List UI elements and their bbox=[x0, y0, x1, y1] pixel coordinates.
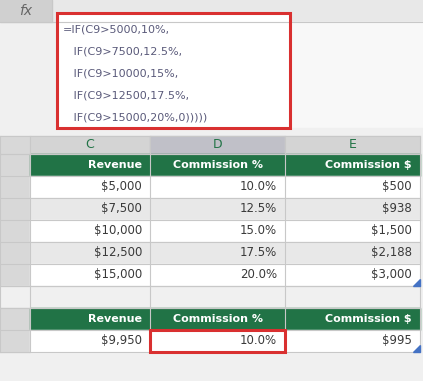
Bar bbox=[285, 136, 420, 154]
Polygon shape bbox=[413, 279, 420, 286]
Text: E: E bbox=[349, 139, 357, 152]
Text: Commission $: Commission $ bbox=[325, 160, 412, 170]
Bar bbox=[30, 154, 420, 176]
Text: $5,000: $5,000 bbox=[101, 181, 142, 194]
Text: $500: $500 bbox=[382, 181, 412, 194]
Text: $15,000: $15,000 bbox=[94, 269, 142, 282]
Bar bbox=[30, 242, 420, 264]
Bar bbox=[290, 22, 423, 136]
Bar bbox=[0, 176, 30, 198]
Bar bbox=[30, 176, 420, 198]
Text: Revenue: Revenue bbox=[88, 160, 142, 170]
Text: Commission $: Commission $ bbox=[325, 314, 412, 324]
Bar bbox=[57, 13, 290, 128]
Bar bbox=[0, 0, 52, 22]
Text: 15.0%: 15.0% bbox=[240, 224, 277, 237]
Bar bbox=[30, 330, 420, 352]
Text: 10.0%: 10.0% bbox=[240, 335, 277, 347]
Text: 10.0%: 10.0% bbox=[240, 181, 277, 194]
Text: C: C bbox=[85, 139, 94, 152]
Bar bbox=[0, 220, 30, 242]
Text: 17.5%: 17.5% bbox=[240, 247, 277, 259]
Text: $1,500: $1,500 bbox=[371, 224, 412, 237]
Text: =IF(C9>5000,10%,: =IF(C9>5000,10%, bbox=[63, 25, 170, 35]
Bar bbox=[57, 13, 290, 128]
Text: $2,188: $2,188 bbox=[371, 247, 412, 259]
Bar bbox=[30, 198, 420, 220]
Text: IF(C9>12500,17.5%,: IF(C9>12500,17.5%, bbox=[63, 90, 189, 100]
Bar bbox=[30, 308, 420, 330]
Text: $938: $938 bbox=[382, 202, 412, 216]
Text: Commission %: Commission % bbox=[173, 160, 263, 170]
Bar bbox=[0, 308, 30, 330]
Text: D: D bbox=[213, 139, 222, 152]
Bar bbox=[0, 198, 30, 220]
Bar bbox=[0, 330, 30, 352]
Text: IF(C9>7500,12.5%,: IF(C9>7500,12.5%, bbox=[63, 47, 182, 57]
Bar bbox=[30, 264, 420, 286]
Polygon shape bbox=[413, 345, 420, 352]
Text: $995: $995 bbox=[382, 335, 412, 347]
Bar bbox=[30, 136, 150, 154]
Text: $10,000: $10,000 bbox=[94, 224, 142, 237]
Text: 20.0%: 20.0% bbox=[240, 269, 277, 282]
Bar bbox=[0, 264, 30, 286]
Bar bbox=[0, 286, 423, 308]
Bar bbox=[30, 220, 420, 242]
Bar bbox=[150, 330, 285, 352]
Bar bbox=[0, 128, 423, 136]
Text: $9,950: $9,950 bbox=[101, 335, 142, 347]
Text: $7,500: $7,500 bbox=[101, 202, 142, 216]
Text: IF(C9>10000,15%,: IF(C9>10000,15%, bbox=[63, 69, 178, 78]
Bar bbox=[0, 242, 30, 264]
Bar bbox=[150, 136, 285, 154]
Text: IF(C9>15000,20%,0))))): IF(C9>15000,20%,0))))) bbox=[63, 112, 207, 122]
Bar bbox=[0, 154, 30, 176]
Text: fx: fx bbox=[19, 4, 33, 18]
Text: $3,000: $3,000 bbox=[371, 269, 412, 282]
Bar bbox=[0, 136, 30, 154]
Text: $12,500: $12,500 bbox=[93, 247, 142, 259]
Text: Commission %: Commission % bbox=[173, 314, 263, 324]
Bar bbox=[0, 0, 423, 22]
Text: 12.5%: 12.5% bbox=[240, 202, 277, 216]
Text: Revenue: Revenue bbox=[88, 314, 142, 324]
